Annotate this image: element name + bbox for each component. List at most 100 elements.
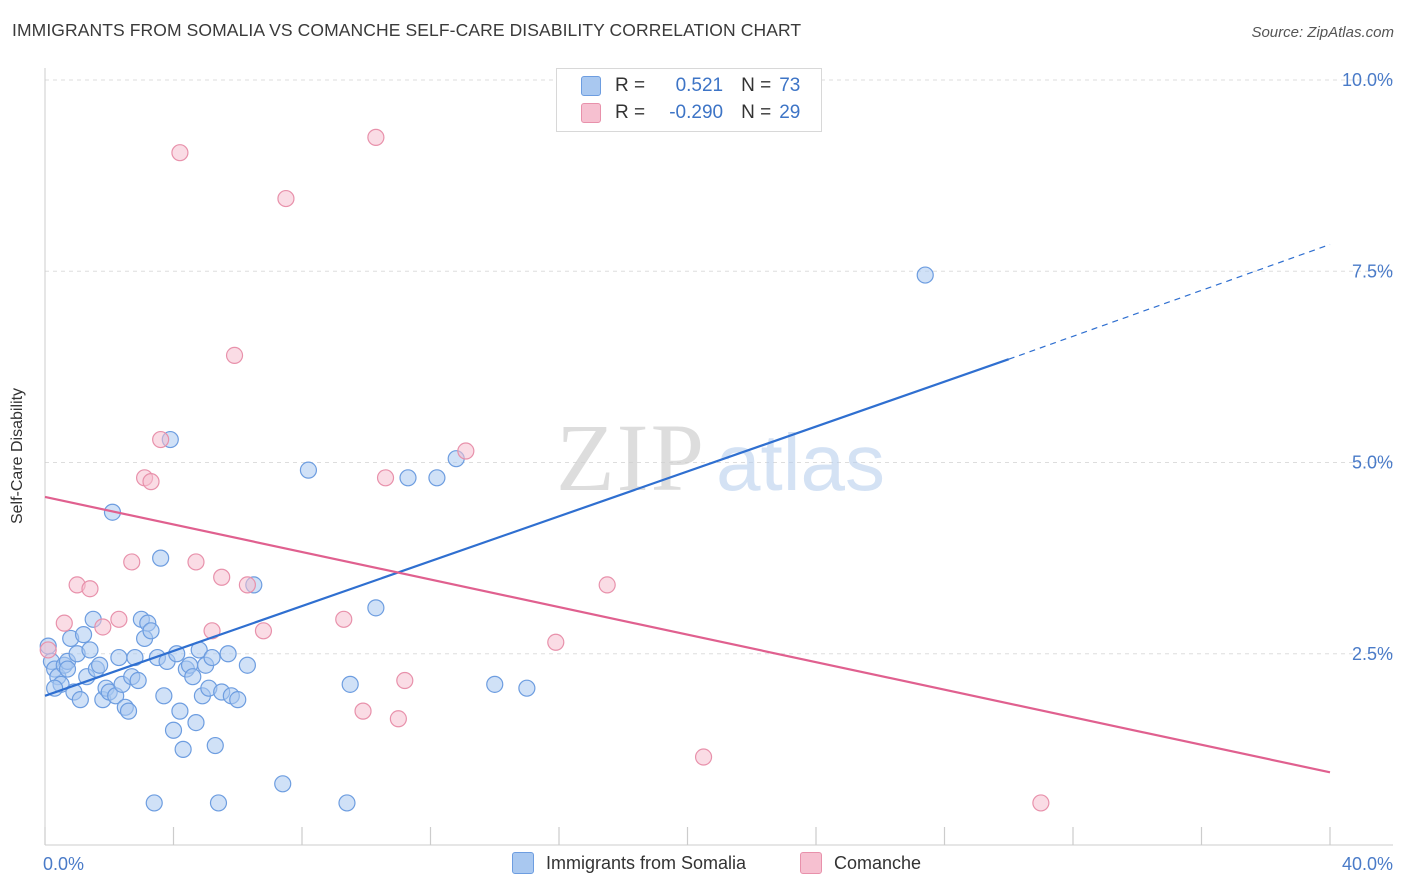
bottom-legend-label: Comanche <box>834 852 922 873</box>
legend-n-value: 73 <box>779 75 801 96</box>
data-point-somalia <box>341 675 359 693</box>
data-point-comanche <box>396 671 414 690</box>
data-point-comanche <box>376 469 395 487</box>
legend-n-label: N = <box>741 75 772 96</box>
data-point-somalia <box>119 702 138 720</box>
data-point-comanche <box>367 128 385 146</box>
data-point-somalia <box>203 648 221 667</box>
x-tick-label: 0.0% <box>43 854 84 874</box>
data-point-comanche <box>238 576 256 594</box>
y-axis-label: Self-Care Disability <box>9 387 26 525</box>
data-point-comanche <box>254 622 273 640</box>
x-tick-label: 40.0% <box>1342 854 1393 874</box>
data-point-somalia <box>428 469 446 487</box>
legend-row-comanche: R = -0.290 N = 29 <box>581 101 800 125</box>
data-point-comanche <box>277 189 295 208</box>
data-point-comanche <box>94 618 112 636</box>
legend-swatch-pink <box>581 103 601 123</box>
data-point-comanche <box>598 576 616 594</box>
legend-box: R = 0.521 N = 73 R = -0.290 N = 29 <box>556 68 822 132</box>
axis-layer <box>44 68 1393 846</box>
data-point-comanche <box>171 144 189 162</box>
legend-swatch-blue <box>581 76 601 96</box>
legend-r-label: R = <box>615 75 646 96</box>
data-point-somalia <box>171 702 189 720</box>
data-point-comanche <box>81 580 99 598</box>
data-point-somalia <box>229 691 247 709</box>
y-tick-label: 10.0% <box>1342 70 1393 90</box>
trend-line-somalia <box>44 358 1010 697</box>
data-point-somalia <box>174 740 192 758</box>
legend-swatch-blue <box>512 852 534 874</box>
data-point-somalia <box>81 641 99 659</box>
data-point-somalia <box>164 721 183 739</box>
bottom-legend: Immigrants from Somalia Comanche <box>0 852 1406 878</box>
legend-n-label: N = <box>741 102 772 123</box>
legend-n-value: 29 <box>779 102 801 123</box>
data-point-somalia <box>187 713 205 732</box>
data-point-somalia <box>274 775 292 793</box>
y-tick-label: 7.5% <box>1352 261 1393 281</box>
legend-r-value: -0.290 <box>669 102 724 123</box>
data-point-somalia <box>184 668 202 686</box>
data-point-somalia <box>74 626 93 644</box>
data-point-somalia <box>152 549 170 567</box>
data-point-somalia <box>91 656 109 674</box>
bottom-legend-comanche[interactable]: Comanche <box>800 852 921 874</box>
data-point-somalia <box>126 648 144 667</box>
data-point-somalia <box>58 660 77 678</box>
data-point-comanche <box>152 430 170 449</box>
y-tick-label: 5.0% <box>1352 453 1393 473</box>
data-point-comanche <box>547 633 565 651</box>
data-point-somalia <box>238 656 256 674</box>
data-point-somalia <box>367 599 385 617</box>
data-point-somalia <box>219 645 237 663</box>
legend-row-somalia: R = 0.521 N = 73 <box>581 74 800 98</box>
grid-layer <box>45 79 1393 655</box>
data-point-comanche <box>457 442 475 460</box>
trend-layer <box>44 243 1331 774</box>
data-point-somalia <box>206 736 224 755</box>
data-point-somalia <box>518 679 536 697</box>
data-point-comanche <box>123 553 141 571</box>
trend-line-somalia-extension <box>1008 243 1331 360</box>
data-point-somalia <box>110 648 128 667</box>
data-point-comanche <box>39 641 57 659</box>
legend-swatch-pink <box>800 852 822 874</box>
data-point-comanche <box>213 568 231 586</box>
data-point-comanche <box>225 346 244 364</box>
data-point-somalia <box>209 794 228 812</box>
data-point-comanche <box>694 748 713 766</box>
data-point-comanche <box>142 473 160 491</box>
watermark-zip: ZIP <box>556 404 706 511</box>
data-point-comanche <box>335 610 353 628</box>
data-point-comanche <box>187 553 205 571</box>
legend-r-value: 0.521 <box>675 75 724 96</box>
data-point-somalia <box>145 794 163 812</box>
data-point-somalia <box>142 622 160 640</box>
data-point-comanche <box>354 702 372 720</box>
data-point-comanche <box>110 610 128 628</box>
data-point-comanche <box>389 710 407 728</box>
data-point-comanche <box>203 622 221 640</box>
data-point-somalia <box>71 691 89 709</box>
y-tick-label: 2.5% <box>1352 644 1393 664</box>
trend-line-comanche <box>44 495 1331 774</box>
tick-label-layer: 2.5% 5.0% 7.5% 10.0% 0.0% 40.0% <box>43 70 1393 874</box>
data-point-comanche <box>1032 794 1050 812</box>
data-point-somalia <box>299 461 318 479</box>
source-note: Source: ZipAtlas.com <box>1251 24 1394 41</box>
points-layer <box>39 128 1050 812</box>
bottom-legend-label: Immigrants from Somalia <box>546 852 747 873</box>
data-point-somalia <box>916 266 934 284</box>
legend-r-label: R = <box>615 102 646 123</box>
data-point-somalia <box>338 794 356 812</box>
data-point-somalia <box>155 687 173 705</box>
bottom-legend-somalia[interactable]: Immigrants from Somalia <box>512 852 746 874</box>
data-point-somalia <box>399 469 417 487</box>
data-point-somalia <box>129 671 147 690</box>
data-point-comanche <box>55 614 73 632</box>
data-point-somalia <box>486 675 504 693</box>
chart-title: IMMIGRANTS FROM SOMALIA VS COMANCHE SELF… <box>12 20 802 40</box>
